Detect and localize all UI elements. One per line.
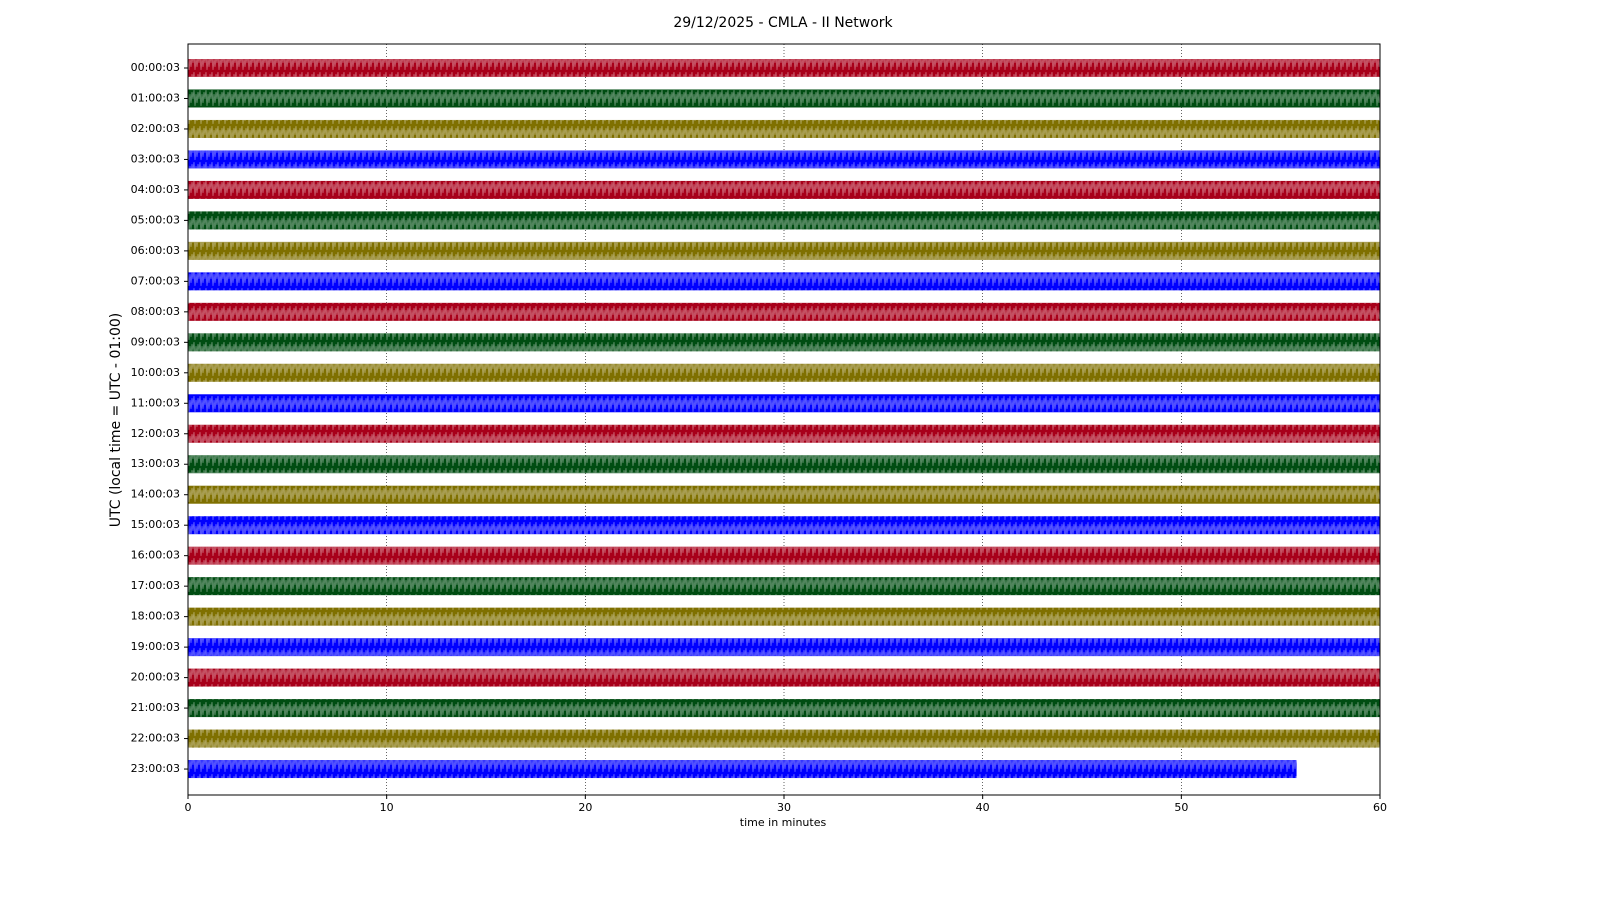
trace-texture bbox=[188, 729, 1380, 748]
y-tick-label: 09:00:03 bbox=[131, 335, 180, 348]
y-tick-label: 19:00:03 bbox=[131, 640, 180, 653]
y-tick-label: 13:00:03 bbox=[131, 457, 180, 470]
chart-title: 29/12/2025 - CMLA - II Network bbox=[673, 15, 893, 31]
y-tick-label: 14:00:03 bbox=[131, 488, 180, 501]
trace-texture bbox=[188, 89, 1380, 108]
y-tick-label: 11:00:03 bbox=[131, 396, 180, 409]
trace-texture bbox=[188, 668, 1380, 687]
y-tick-label: 22:00:03 bbox=[131, 732, 180, 745]
trace-texture bbox=[188, 241, 1380, 260]
x-tick-label: 30 bbox=[777, 801, 791, 814]
trace-texture bbox=[188, 59, 1380, 77]
y-tick-label: 08:00:03 bbox=[131, 305, 180, 318]
trace-texture bbox=[188, 272, 1380, 291]
y-tick-label: 15:00:03 bbox=[131, 518, 180, 531]
trace-texture bbox=[188, 577, 1380, 596]
trace-texture bbox=[188, 333, 1380, 352]
trace-texture bbox=[188, 302, 1380, 321]
trace-texture bbox=[188, 150, 1380, 169]
y-axis-label: UTC (local time = UTC - 01:00) bbox=[108, 313, 124, 528]
trace-texture bbox=[188, 699, 1380, 718]
y-tick-label: 06:00:03 bbox=[131, 244, 180, 257]
y-tick-label: 07:00:03 bbox=[131, 274, 180, 287]
trace-texture bbox=[188, 546, 1380, 565]
plot-area bbox=[187, 44, 1381, 795]
trace-texture bbox=[188, 363, 1380, 382]
x-tick-label: 60 bbox=[1373, 801, 1387, 814]
y-tick-label: 02:00:03 bbox=[131, 122, 180, 135]
y-tick-label: 04:00:03 bbox=[131, 183, 180, 196]
x-axis-label: time in minutes bbox=[740, 816, 827, 829]
trace-texture bbox=[188, 638, 1380, 657]
y-tick-label: 01:00:03 bbox=[131, 91, 180, 104]
trace-texture bbox=[188, 394, 1380, 413]
x-tick-label: 20 bbox=[578, 801, 592, 814]
trace-texture bbox=[188, 516, 1380, 535]
x-tick-label: 50 bbox=[1174, 801, 1188, 814]
y-tick-label: 18:00:03 bbox=[131, 610, 180, 623]
trace-texture bbox=[188, 455, 1380, 474]
trace-texture bbox=[188, 607, 1380, 626]
y-tick-label: 21:00:03 bbox=[131, 701, 180, 714]
y-tick-label: 16:00:03 bbox=[131, 549, 180, 562]
y-tick-label: 20:00:03 bbox=[131, 671, 180, 684]
trace-texture bbox=[188, 424, 1380, 443]
x-tick-label: 10 bbox=[380, 801, 394, 814]
trace-texture bbox=[188, 760, 1297, 779]
y-tick-label: 10:00:03 bbox=[131, 366, 180, 379]
x-tick-label: 40 bbox=[976, 801, 990, 814]
trace-texture bbox=[188, 119, 1380, 138]
y-tick-label: 05:00:03 bbox=[131, 213, 180, 226]
trace-texture bbox=[188, 485, 1380, 504]
x-tick-label: 0 bbox=[185, 801, 192, 814]
trace-texture bbox=[188, 211, 1380, 230]
y-tick-label: 23:00:03 bbox=[131, 762, 180, 775]
y-tick-label: 03:00:03 bbox=[131, 152, 180, 165]
trace-texture bbox=[188, 180, 1380, 199]
y-tick-label: 12:00:03 bbox=[131, 427, 180, 440]
y-tick-label: 17:00:03 bbox=[131, 579, 180, 592]
y-tick-label: 00:00:03 bbox=[131, 61, 180, 74]
